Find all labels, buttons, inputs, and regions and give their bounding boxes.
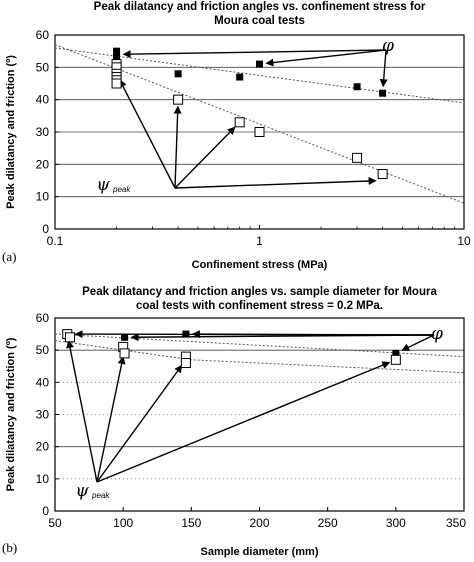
y-tick-label: 50 <box>36 60 50 74</box>
trend-line <box>54 44 465 204</box>
annotation-subscript: peak <box>91 491 110 500</box>
y-axis-label: Peak dilatancy and friction (º) <box>5 55 17 209</box>
y-tick-label: 10 <box>36 472 50 486</box>
x-tick-label: 300 <box>386 516 406 530</box>
data-point-open <box>64 332 75 343</box>
x-axis-label: Sample diameter (mm) <box>201 546 319 558</box>
annotation-arrow <box>96 364 183 483</box>
x-tick-label: 150 <box>181 516 201 530</box>
data-point-open <box>234 117 245 128</box>
annotation-arrow <box>122 49 387 59</box>
annotation-symbol: φ <box>382 36 394 56</box>
annotation-symbol: ψ <box>96 175 110 195</box>
y-tick-label: 10 <box>36 190 50 204</box>
data-point-open <box>111 78 122 89</box>
annotation-arrow <box>66 339 98 483</box>
panel-label: (a) <box>2 249 16 264</box>
annotation-arrow <box>96 361 391 483</box>
y-tick-label: 30 <box>36 125 50 139</box>
x-tick-label: 10 <box>457 234 471 248</box>
chart-title-line: Peak dilatancy and friction angles vs. s… <box>82 286 437 298</box>
y-axis-label: Peak dilatancy and friction (º) <box>5 337 17 491</box>
y-tick-label: 20 <box>36 157 50 171</box>
annotation-symbol: φ <box>431 324 443 344</box>
annotation-symbol: ψ <box>75 481 89 501</box>
x-tick-label: 200 <box>249 516 269 530</box>
annotation-arrow <box>379 49 388 88</box>
x-tick-label: 1 <box>256 234 263 248</box>
y-tick-label: 50 <box>36 343 50 357</box>
data-point-filled <box>353 83 361 91</box>
annotation-arrow <box>96 356 126 483</box>
annotation-arrow <box>401 334 435 351</box>
data-point-filled <box>379 89 387 97</box>
x-tick-label: 350 <box>446 516 466 530</box>
y-tick-label: 0 <box>42 504 49 518</box>
y-tick-label: 60 <box>36 28 50 42</box>
annotation-subscript: peak <box>112 185 131 194</box>
x-tick-label: 250 <box>318 516 338 530</box>
data-point-open <box>173 94 184 105</box>
x-tick-label: 100 <box>113 516 133 530</box>
annotation-arrow <box>191 330 435 339</box>
data-point-open <box>119 348 130 359</box>
chart-title-line: Peak dilatancy and friction angles vs. c… <box>94 1 426 13</box>
data-point-open <box>254 127 265 137</box>
annotation-arrow <box>119 79 176 189</box>
y-tick-label: 0 <box>42 222 49 236</box>
data-point-filled <box>121 333 129 341</box>
annotation-arrow <box>174 177 377 189</box>
data-point-open <box>390 354 401 365</box>
chart-title-line: coal tests with confinement stress = 0.2… <box>136 300 383 312</box>
chart-title-line: Moura coal tests <box>214 15 305 27</box>
data-point-filled <box>236 73 244 81</box>
x-tick-label: 0.1 <box>47 234 64 248</box>
x-tick-label: 50 <box>48 516 62 530</box>
x-axis-label: Confinement stress (MPa) <box>192 259 328 271</box>
annotation-arrow <box>173 105 182 189</box>
data-point-open <box>180 358 191 369</box>
trend-line <box>54 333 465 358</box>
data-point-filled <box>256 60 263 68</box>
y-tick-label: 40 <box>36 93 50 107</box>
y-tick-label: 40 <box>36 375 50 389</box>
data-point-filled <box>174 70 182 78</box>
trend-line <box>54 340 465 374</box>
data-point-filled <box>182 330 190 338</box>
data-point-open <box>377 169 388 180</box>
data-point-open <box>352 152 363 163</box>
y-tick-label: 20 <box>36 440 50 454</box>
y-tick-label: 60 <box>36 311 50 325</box>
y-tick-label: 30 <box>36 408 50 422</box>
annotation-arrow <box>265 49 387 67</box>
annotation-arrow <box>174 126 236 189</box>
panel-label: (b) <box>2 540 17 555</box>
